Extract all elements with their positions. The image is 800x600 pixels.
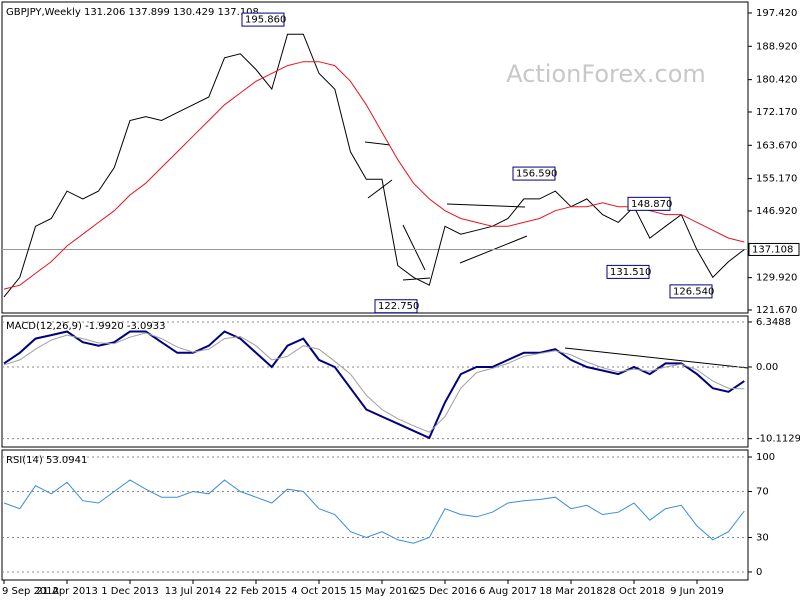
series-line	[3, 61, 745, 290]
x-tick-label: 1 Dec 2013	[101, 586, 159, 597]
panel-title: RSI(14) 53.0941	[6, 455, 87, 466]
y-tick-label: 188.920	[756, 41, 797, 52]
y-tick-label: 30	[756, 532, 769, 543]
last-price-box	[748, 242, 800, 256]
watermark: ActionForex.com	[506, 60, 706, 88]
y-tick-label: 100	[756, 452, 775, 463]
y-tick-label: -10.1129	[756, 434, 800, 445]
annotation-label: 126.540	[673, 286, 714, 297]
y-tick-label: 146.920	[756, 206, 797, 217]
x-tick-label: 4 Oct 2015	[291, 586, 346, 597]
y-tick-label: 172.170	[756, 107, 797, 118]
series-line	[3, 332, 745, 433]
annotation-label: 156.590	[516, 169, 557, 180]
annotation-label: 122.750	[378, 301, 419, 312]
annotation-label: 131.510	[610, 267, 651, 278]
panel-title: MACD(12,26,9) -1.9920 -3.0933	[6, 321, 166, 332]
x-tick-label: 18 Mar 2018	[539, 586, 602, 597]
x-tick-label: 28 Oct 2018	[603, 586, 665, 597]
y-tick-label: 129.920	[756, 273, 797, 284]
y-tick-label: 197.420	[756, 8, 797, 19]
x-tick-label: 9 Sep 2012	[2, 586, 59, 597]
panel-frame	[1, 449, 749, 581]
x-tick-label: 15 May 2016	[349, 586, 414, 597]
x-tick-label: 22 Feb 2015	[225, 586, 287, 597]
annotation-box	[374, 299, 418, 314]
panel-frame	[1, 315, 749, 448]
annotation-box	[606, 264, 650, 279]
annotation-box	[241, 12, 285, 27]
x-tick-label: 25 Dec 2016	[413, 586, 477, 597]
series-line	[3, 33, 745, 298]
y-tick-label: 163.670	[756, 140, 797, 151]
y-tick-label: 0.00	[756, 362, 778, 373]
series-line	[3, 330, 745, 440]
panel-title: GBPJPY,Weekly 131.206 137.899 130.429 13…	[6, 7, 259, 18]
x-tick-label: 6 Aug 2017	[479, 586, 537, 597]
y-tick-label: 180.420	[756, 75, 797, 86]
annotation-box	[627, 196, 671, 211]
y-tick-label: 155.170	[756, 174, 797, 185]
y-tick-label: 0	[756, 567, 762, 578]
x-tick-label: 21 Apr 2013	[36, 586, 98, 597]
last-price-label: 137.108	[752, 244, 793, 255]
y-tick-label: 70	[756, 486, 769, 497]
x-tick-label: 13 Jul 2014	[165, 586, 222, 597]
series-line	[3, 479, 745, 544]
annotation-box	[512, 166, 556, 181]
y-tick-label: 121.670	[756, 305, 797, 316]
annotation-label: 148.870	[631, 199, 672, 210]
annotation-label: 195.860	[245, 15, 286, 26]
y-tick-label: 6.3488	[756, 317, 791, 328]
x-tick-label: 9 Jun 2019	[670, 586, 724, 597]
annotation-box	[669, 284, 713, 299]
